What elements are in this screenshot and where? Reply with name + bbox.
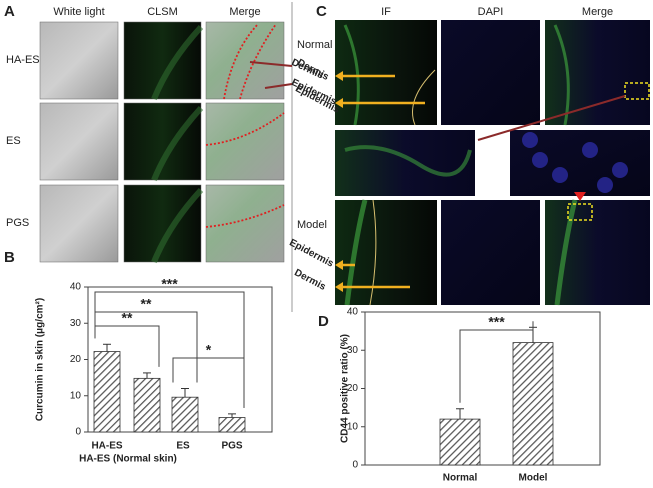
fluorescence xyxy=(344,145,472,177)
zoom-image xyxy=(335,130,475,196)
layer-label: Dermis xyxy=(292,267,327,293)
arrow xyxy=(335,71,343,81)
boundary-line xyxy=(223,23,277,100)
row-label: Normal xyxy=(297,39,332,51)
fluorescence xyxy=(151,105,204,182)
column-header: White light xyxy=(53,6,104,18)
y-tick-label: 0 xyxy=(75,427,81,438)
column-header: CLSM xyxy=(147,6,178,18)
micrographs xyxy=(39,20,650,306)
panel-label: B xyxy=(4,249,15,266)
micrograph xyxy=(123,184,202,263)
micrograph xyxy=(39,21,119,100)
column-header: IF xyxy=(381,6,391,18)
micrograph xyxy=(205,102,285,181)
bar xyxy=(133,377,161,433)
row-label: PGS xyxy=(6,217,29,229)
row-label: Model xyxy=(297,219,327,231)
y-tick-label: 20 xyxy=(70,354,82,365)
y-axis-label: CD44 positive ratio (%) xyxy=(340,334,351,443)
y-tick-label: 20 xyxy=(347,383,359,394)
nucleus xyxy=(522,132,538,148)
layer-label: Epidermis xyxy=(287,237,335,270)
error-bar xyxy=(456,408,464,420)
boundary-line xyxy=(205,112,285,146)
micrograph xyxy=(39,184,119,263)
fluorescence xyxy=(151,187,204,264)
significance-label: * xyxy=(206,342,212,358)
y-tick-label: 40 xyxy=(70,282,82,293)
boundary-line xyxy=(369,199,377,306)
arrow xyxy=(477,95,626,141)
x-tick-label: Normal xyxy=(443,473,478,484)
bar xyxy=(171,396,199,433)
significance-bracket xyxy=(94,311,198,383)
fluorescence xyxy=(344,199,368,306)
roi-box xyxy=(567,203,593,221)
x-tick-label: HA-ES (Normal skin) xyxy=(79,454,177,465)
panel-label: A xyxy=(4,3,15,20)
fluorescence xyxy=(151,24,204,101)
micrograph xyxy=(441,20,540,125)
bar xyxy=(93,351,121,433)
arrow xyxy=(249,61,293,67)
column-header: Merge xyxy=(582,6,613,18)
micrograph xyxy=(205,184,285,263)
panel-label: D xyxy=(318,313,329,330)
significance-label: ** xyxy=(141,296,152,312)
panel-label: C xyxy=(316,3,327,20)
micrograph xyxy=(123,102,202,181)
significance-label: *** xyxy=(161,276,178,292)
x-tick-label: PGS xyxy=(221,441,242,452)
micrograph xyxy=(123,21,202,100)
roi-box xyxy=(624,82,650,100)
significance-bracket xyxy=(459,321,534,403)
bar xyxy=(512,342,554,466)
bar xyxy=(439,418,481,466)
arrow xyxy=(574,192,586,201)
significance-bracket xyxy=(94,325,160,367)
nucleus xyxy=(552,167,568,183)
arrow xyxy=(335,260,343,270)
error-bar xyxy=(228,413,236,418)
x-tick-label: Model xyxy=(519,473,548,484)
boundary-line xyxy=(205,204,285,228)
y-tick-label: 30 xyxy=(70,318,82,329)
bar xyxy=(218,417,246,433)
micrograph xyxy=(441,200,540,305)
y-tick-label: 30 xyxy=(347,345,359,356)
significance-label: ** xyxy=(122,310,133,326)
fluorescence xyxy=(343,24,360,126)
y-tick-label: 40 xyxy=(347,307,359,318)
nucleus xyxy=(582,142,598,158)
y-tick-label: 10 xyxy=(70,390,82,401)
y-axis-label: Curcumin in skin (μg/cm²) xyxy=(35,298,46,421)
significance-label: *** xyxy=(488,314,505,330)
nucleus xyxy=(597,177,613,193)
arrow xyxy=(264,83,293,89)
arrow xyxy=(335,282,343,292)
arrow xyxy=(335,98,343,108)
x-tick-label: ES xyxy=(176,441,190,452)
nucleus xyxy=(532,152,548,168)
significance-bracket xyxy=(172,357,245,408)
micrograph xyxy=(39,102,119,181)
micrograph xyxy=(335,20,437,125)
micrograph xyxy=(545,20,650,125)
nucleus xyxy=(612,162,628,178)
row-label: ES xyxy=(6,135,21,147)
error-bar xyxy=(103,343,111,352)
column-header: Merge xyxy=(229,6,260,18)
fluorescence xyxy=(554,199,578,306)
y-tick-label: 0 xyxy=(352,460,358,471)
y-tick-label: 10 xyxy=(347,421,359,432)
error-bar xyxy=(181,388,189,398)
error-bar xyxy=(143,372,151,379)
boundary-line xyxy=(412,69,436,126)
column-header: DAPI xyxy=(478,6,504,18)
plot-frame xyxy=(364,311,601,466)
row-label: HA-ES xyxy=(6,54,40,66)
x-tick-label: HA-ES xyxy=(91,441,122,452)
